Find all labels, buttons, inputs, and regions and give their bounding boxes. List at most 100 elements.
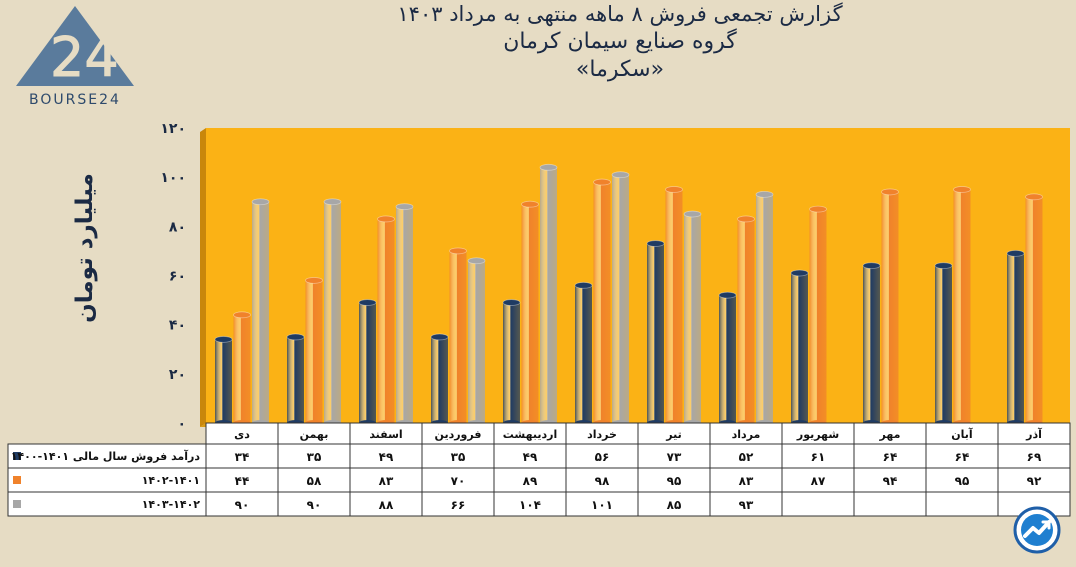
bar — [1007, 253, 1024, 423]
category-label: تیر — [665, 428, 681, 441]
data-label: ۹۵ — [667, 474, 682, 488]
data-label: ۸۵ — [667, 498, 682, 512]
data-label: ۸۸ — [379, 498, 394, 512]
data-label: ۶۹ — [1027, 450, 1042, 464]
data-table — [7, 443, 1071, 517]
bourse24-logo: 24 BOURSE24 — [16, 6, 134, 108]
bar — [863, 265, 880, 423]
y-tick-label: ۰ — [177, 416, 186, 432]
bar-top — [305, 277, 323, 284]
y-tick-label: ۲۰ — [169, 367, 186, 383]
bar-top — [1006, 249, 1025, 257]
legend-swatch — [13, 452, 21, 460]
bar-top — [521, 200, 539, 208]
bar-top — [611, 171, 630, 179]
legend-swatch — [13, 476, 21, 484]
logo-mark: 24 — [50, 26, 119, 89]
bar — [575, 285, 592, 423]
category-label: اردیبهشت — [503, 428, 557, 441]
title-line-2: گروه صنایع سیمان کرمان — [503, 29, 737, 54]
bar-top — [539, 163, 558, 171]
data-label: ۳۵ — [451, 450, 466, 464]
data-label: ۹۸ — [595, 474, 610, 488]
bar — [324, 201, 341, 423]
category-label: مرداد — [732, 428, 761, 441]
bar-top — [934, 262, 953, 270]
data-label: ۳۴ — [235, 450, 250, 464]
data-label: ۶۴ — [955, 450, 970, 464]
category-label: شهریور — [796, 428, 839, 441]
bar — [252, 201, 269, 423]
data-label: ۹۰ — [235, 498, 250, 512]
data-label: ۹۰ — [307, 498, 322, 512]
bar — [503, 302, 520, 423]
bar-top — [430, 333, 449, 341]
chart-title: گزارش تجمعی فروش ۸ ماهه منتهی به مرداد ۱… — [300, 0, 940, 84]
bar-top — [1025, 193, 1043, 201]
bar — [431, 336, 448, 423]
data-label: ۹۲ — [1027, 474, 1042, 488]
legend-entry: درآمد فروش سال مالی ۱۴۰۱-۱۴۰۰ — [11, 449, 201, 463]
bar-top — [233, 311, 251, 319]
bar — [593, 182, 611, 423]
data-label: ۸۳ — [379, 474, 394, 488]
bar — [449, 250, 467, 423]
legend-entry: ۱۴۰۲-۱۴۰۱ — [142, 474, 200, 487]
bar — [396, 206, 413, 423]
data-label: ۱۰۴ — [519, 498, 541, 512]
legend-entry: ۱۴۰۳-۱۴۰۲ — [142, 498, 201, 511]
category-label: فروردین — [435, 428, 482, 441]
bar — [305, 280, 323, 423]
y-tick-label: ۶۰ — [169, 269, 186, 285]
category-label: آذر — [1025, 427, 1042, 441]
bar-top — [593, 178, 611, 186]
title-line-1: گزارش تجمعی فروش ۸ ماهه منتهی به مرداد ۱… — [397, 2, 843, 26]
data-label: ۹۳ — [739, 498, 754, 512]
bar — [647, 243, 664, 423]
title-line-3: «سکرما» — [575, 57, 665, 82]
data-label: ۵۲ — [739, 450, 754, 464]
y-tick-label: ۱۲۰ — [160, 121, 186, 137]
bar-top — [449, 247, 467, 255]
y-tick-label: ۸۰ — [169, 219, 186, 235]
bar-top — [646, 240, 665, 247]
data-label: ۷۰ — [451, 474, 466, 488]
plot-side-wall — [200, 128, 206, 427]
bar — [468, 260, 485, 423]
bar — [953, 189, 971, 423]
bar-top — [881, 188, 899, 196]
bar-top — [467, 257, 486, 265]
bar — [809, 209, 827, 423]
data-label: ۶۱ — [811, 450, 826, 464]
bar — [377, 218, 395, 423]
bar-top — [358, 299, 377, 306]
bar — [756, 194, 773, 423]
category-label: دی — [234, 428, 250, 441]
plot-area — [206, 128, 1070, 423]
category-label: اسفند — [369, 428, 402, 441]
category-label: خرداد — [587, 428, 617, 441]
data-label: ۶۴ — [883, 450, 898, 464]
bar — [233, 314, 251, 423]
bar-top — [286, 333, 305, 341]
bar — [287, 336, 304, 423]
bar — [665, 189, 683, 423]
bar-top — [683, 210, 702, 218]
data-label: ۹۴ — [883, 474, 898, 488]
legend-swatch — [13, 500, 21, 508]
bar-top — [502, 299, 521, 306]
bar — [881, 191, 899, 423]
data-label: ۸۳ — [739, 474, 754, 488]
data-label: ۵۶ — [595, 450, 610, 464]
category-label: آبان — [951, 427, 973, 441]
bar-top — [737, 215, 755, 223]
data-label: ۱۰۱ — [591, 498, 613, 512]
category-label: مهر — [879, 428, 901, 441]
bar-top — [251, 198, 270, 206]
data-label: ۶۶ — [451, 498, 466, 512]
data-label: ۹۵ — [955, 474, 970, 488]
bar-top — [718, 291, 737, 299]
bar — [540, 167, 557, 423]
bar-top — [323, 198, 342, 206]
bar-top — [755, 190, 774, 198]
